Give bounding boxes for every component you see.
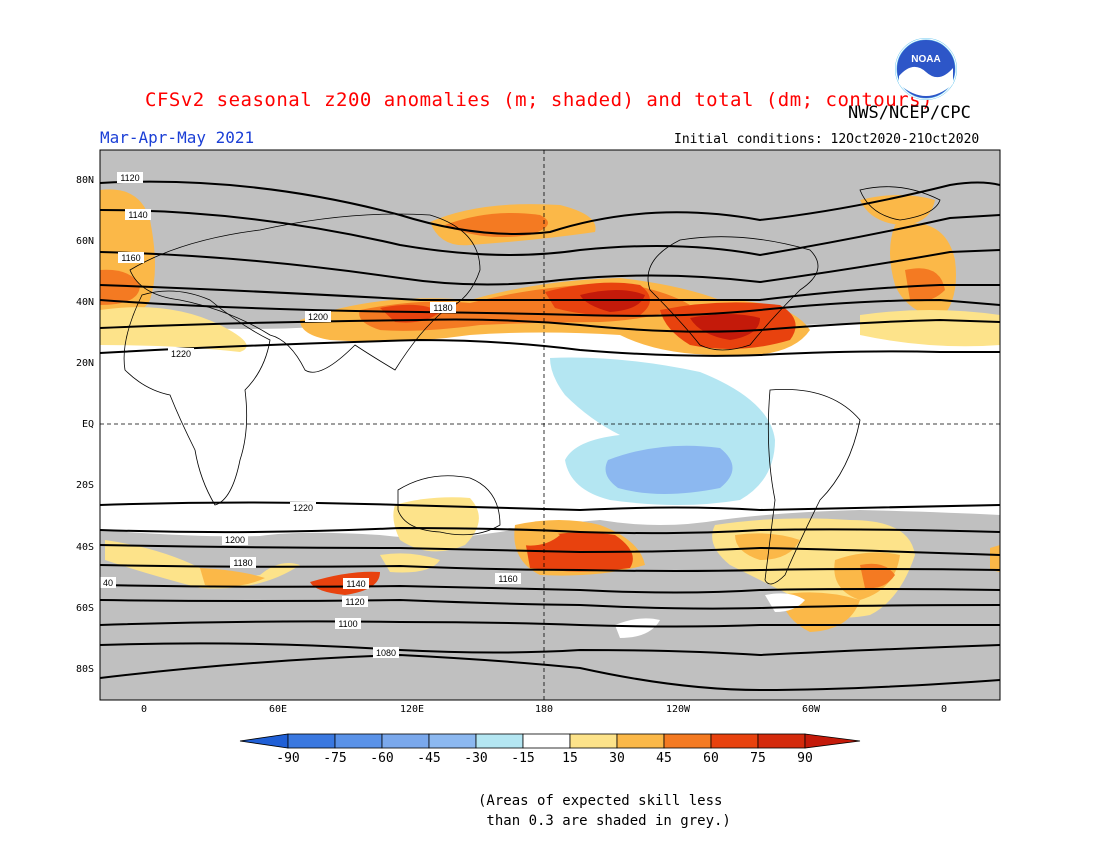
contour-label: 1220: [290, 502, 316, 513]
colorbar-label: 15: [562, 751, 578, 766]
lon-label: 0: [940, 704, 948, 715]
contour-label: 1100: [335, 618, 361, 629]
contour-label: 1140: [125, 209, 151, 220]
lat-label: EQ: [81, 419, 94, 430]
contour-label: 40: [100, 577, 116, 588]
height-contours: [100, 180, 1000, 692]
svg-text:1200: 1200: [225, 535, 245, 545]
colorbar-label: -60: [370, 751, 394, 766]
svg-text:1080: 1080: [376, 648, 396, 658]
contour-label: 1080: [373, 647, 399, 658]
colorbar-label: 60: [703, 751, 719, 766]
colorbar-label: -45: [417, 751, 441, 766]
contour-label: 1140: [343, 578, 369, 589]
contour-label: 1120: [117, 172, 143, 183]
svg-text:1100: 1100: [338, 619, 357, 629]
lat-label: 20N: [75, 358, 94, 369]
graticule: [100, 150, 1000, 700]
lat-label: 40N: [75, 297, 94, 308]
svg-text:1200: 1200: [308, 312, 328, 322]
colorbar-label: -30: [464, 751, 488, 766]
contour-label: 1200: [305, 311, 331, 322]
svg-text:1180: 1180: [433, 303, 452, 313]
svg-text:1140: 1140: [346, 579, 365, 589]
lon-label: 180: [534, 704, 554, 715]
svg-text:1160: 1160: [121, 253, 140, 263]
lat-label: 80S: [75, 664, 94, 675]
skill-footnote: (Areas of expected skill less than 0.3 a…: [478, 793, 731, 829]
contour-label: 1180: [230, 557, 256, 568]
map-frame: [99, 149, 1001, 701]
contour-label: 1220: [168, 348, 194, 359]
contour-label: 1160: [118, 252, 144, 263]
agency-label: NWS/NCEP/CPC: [848, 103, 971, 123]
lon-label: 60W: [801, 704, 821, 715]
svg-text:1220: 1220: [171, 349, 191, 359]
initial-conditions-label: Initial conditions: 12Oct2020-21Oct2020: [674, 132, 980, 147]
lon-label: 120W: [665, 704, 691, 715]
lon-label: 60E: [268, 704, 288, 715]
lat-label: 60N: [75, 236, 94, 247]
lon-label: 0: [140, 704, 148, 715]
contour-labels: 1120 1140 1160 1180 1200 1220 1220 1200 …: [100, 172, 521, 658]
contour-label: 1200: [222, 534, 248, 545]
svg-text:1160: 1160: [498, 574, 517, 584]
colorbar-label: -90: [276, 751, 300, 766]
chart-title: CFSv2 seasonal z200 anomalies (m; shaded…: [145, 89, 933, 111]
svg-text:1120: 1120: [120, 173, 139, 183]
noaa-logo-icon: NOAA: [895, 38, 957, 100]
lat-label: 60S: [75, 603, 94, 614]
svg-text:NOAA: NOAA: [911, 54, 940, 65]
lat-label: 80N: [75, 175, 94, 186]
svg-text:1180: 1180: [233, 558, 252, 568]
season-label: Mar-Apr-May 2021: [100, 128, 255, 147]
anomaly-shading-tropics: [550, 357, 775, 505]
svg-text:40: 40: [103, 578, 113, 588]
svg-text:1140: 1140: [128, 210, 147, 220]
colorbar-label: -15: [511, 751, 535, 766]
contour-label: 1160: [495, 573, 521, 584]
colorbar-label: 90: [797, 751, 813, 766]
contour-label: 1180: [430, 302, 456, 313]
lon-label: 120E: [399, 704, 425, 715]
colorbar-label: 45: [656, 751, 672, 766]
svg-text:1120: 1120: [345, 597, 364, 607]
anomaly-shading-south: [105, 497, 1000, 638]
contour-label: 1120: [342, 596, 368, 607]
lat-label: 20S: [75, 480, 94, 491]
colorbar-label: -75: [323, 751, 347, 766]
colorbar-label: 30: [609, 751, 625, 766]
svg-text:1220: 1220: [293, 503, 313, 513]
colorbar-label: 75: [750, 751, 766, 766]
lat-label: 40S: [75, 542, 94, 553]
